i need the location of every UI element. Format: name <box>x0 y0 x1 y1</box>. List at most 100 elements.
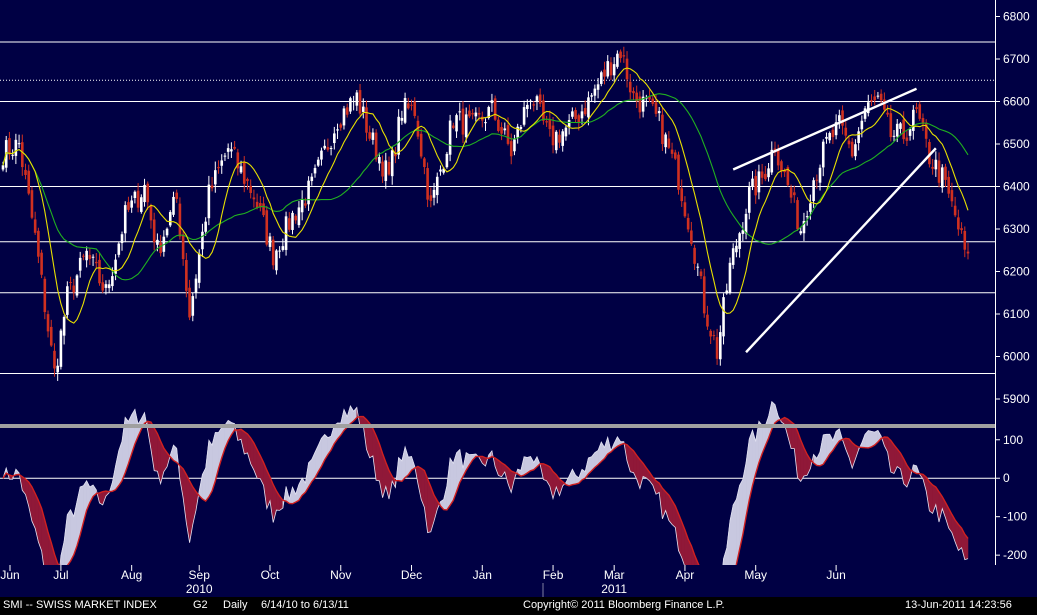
candle-body <box>706 314 709 327</box>
candle-body <box>239 166 243 173</box>
candle-body <box>712 335 716 337</box>
footer-bar: SMI -- SWISS MARKET INDEX G2 Daily 6/14/… <box>0 597 1037 615</box>
candle-body <box>140 197 143 212</box>
candle-body <box>519 126 523 129</box>
candle-body <box>702 276 706 314</box>
candle-body <box>654 102 658 114</box>
candle-body <box>561 131 564 146</box>
candle-body <box>107 284 111 289</box>
oscillator-fill-segment <box>449 457 454 507</box>
candle-body <box>487 107 491 119</box>
candle-body <box>500 127 503 134</box>
candle-body <box>567 120 571 127</box>
candle-body <box>677 154 680 190</box>
candle-body <box>413 101 417 116</box>
candle-body <box>686 217 690 230</box>
candle-body <box>728 262 732 293</box>
candle-body <box>828 133 831 141</box>
candle-body <box>98 259 101 284</box>
candle-body <box>458 111 462 113</box>
candle-body <box>69 282 72 284</box>
oscillator-line <box>2 400 969 597</box>
candle-body <box>14 139 18 156</box>
candle-body <box>857 131 860 144</box>
candle-body <box>24 169 27 175</box>
oscillator-fill-segment <box>868 430 872 449</box>
candle-body <box>40 252 43 275</box>
candle-body <box>876 95 880 97</box>
candle-body <box>85 250 88 261</box>
candle-body <box>249 185 252 193</box>
candle-body <box>818 167 822 183</box>
candle-body <box>664 134 667 148</box>
candle-body <box>638 96 642 113</box>
candle-body <box>789 187 793 198</box>
candle-body <box>908 128 912 136</box>
month-label: Aug <box>121 568 142 582</box>
candle-body <box>809 203 812 212</box>
candle-body <box>168 212 172 226</box>
candle-body <box>101 282 105 291</box>
candle-body <box>333 133 336 144</box>
oscillator-fill-segment <box>67 508 71 567</box>
candle-body <box>937 160 941 183</box>
candle-body <box>635 92 638 102</box>
month-label: Jun <box>0 568 19 582</box>
candle-body <box>452 125 455 128</box>
candle-body <box>609 62 613 76</box>
candle-body <box>442 168 445 173</box>
candle-body <box>606 61 610 77</box>
candle-body <box>59 330 63 367</box>
candle-body <box>297 207 301 226</box>
candle-body <box>693 247 696 264</box>
candle-body <box>461 108 465 135</box>
candle-body <box>75 275 79 296</box>
candle-body <box>217 167 220 169</box>
candle-body <box>786 167 790 186</box>
candle-body <box>178 203 182 237</box>
candle-body <box>596 84 600 90</box>
candle-body <box>149 205 153 221</box>
candle-body <box>622 55 626 57</box>
candle-body <box>722 297 725 337</box>
candle-body <box>342 108 346 126</box>
candle-body <box>423 158 426 168</box>
candle-body <box>545 121 548 123</box>
candle-body <box>268 236 272 247</box>
oscillator-fill-segment <box>237 429 242 441</box>
candle-body <box>191 296 195 316</box>
candle-body <box>252 197 256 200</box>
candle-body <box>953 205 957 216</box>
candle-body <box>127 202 130 210</box>
candle-body <box>522 107 526 125</box>
candle-body <box>554 131 558 151</box>
oscillator-fill-segment <box>398 456 403 482</box>
candle-body <box>307 180 310 205</box>
candle-body <box>123 205 127 234</box>
candle-body <box>863 108 867 119</box>
candle-body <box>165 228 169 236</box>
candle-body <box>287 218 291 230</box>
candle-body <box>352 101 355 103</box>
price-panel <box>0 0 995 424</box>
month-label: May <box>744 568 767 582</box>
price-chart: 5900 6000 6100 6200 6300 6400 6500 6600 6700 6800… <box>0 0 1037 597</box>
candle-body <box>960 228 963 231</box>
candle-body <box>834 122 838 136</box>
candle-body <box>17 143 21 145</box>
candle-body <box>159 242 162 254</box>
candle-body <box>313 168 317 174</box>
candle-body <box>657 111 661 114</box>
candle-body <box>616 53 619 67</box>
index-label: SMI -- SWISS MARKET INDEX <box>3 599 157 611</box>
candle-body <box>91 256 95 258</box>
oscillator-panel <box>0 400 995 597</box>
candle-body <box>214 170 217 185</box>
year-label: 2011 <box>601 582 627 596</box>
candle-body <box>776 149 780 166</box>
candle-body <box>432 189 436 198</box>
candle-body <box>603 69 606 77</box>
timestamp: 13-Jun-2011 14:23:56 <box>905 599 1012 611</box>
candle-body <box>760 171 764 178</box>
candle-body <box>46 314 50 332</box>
